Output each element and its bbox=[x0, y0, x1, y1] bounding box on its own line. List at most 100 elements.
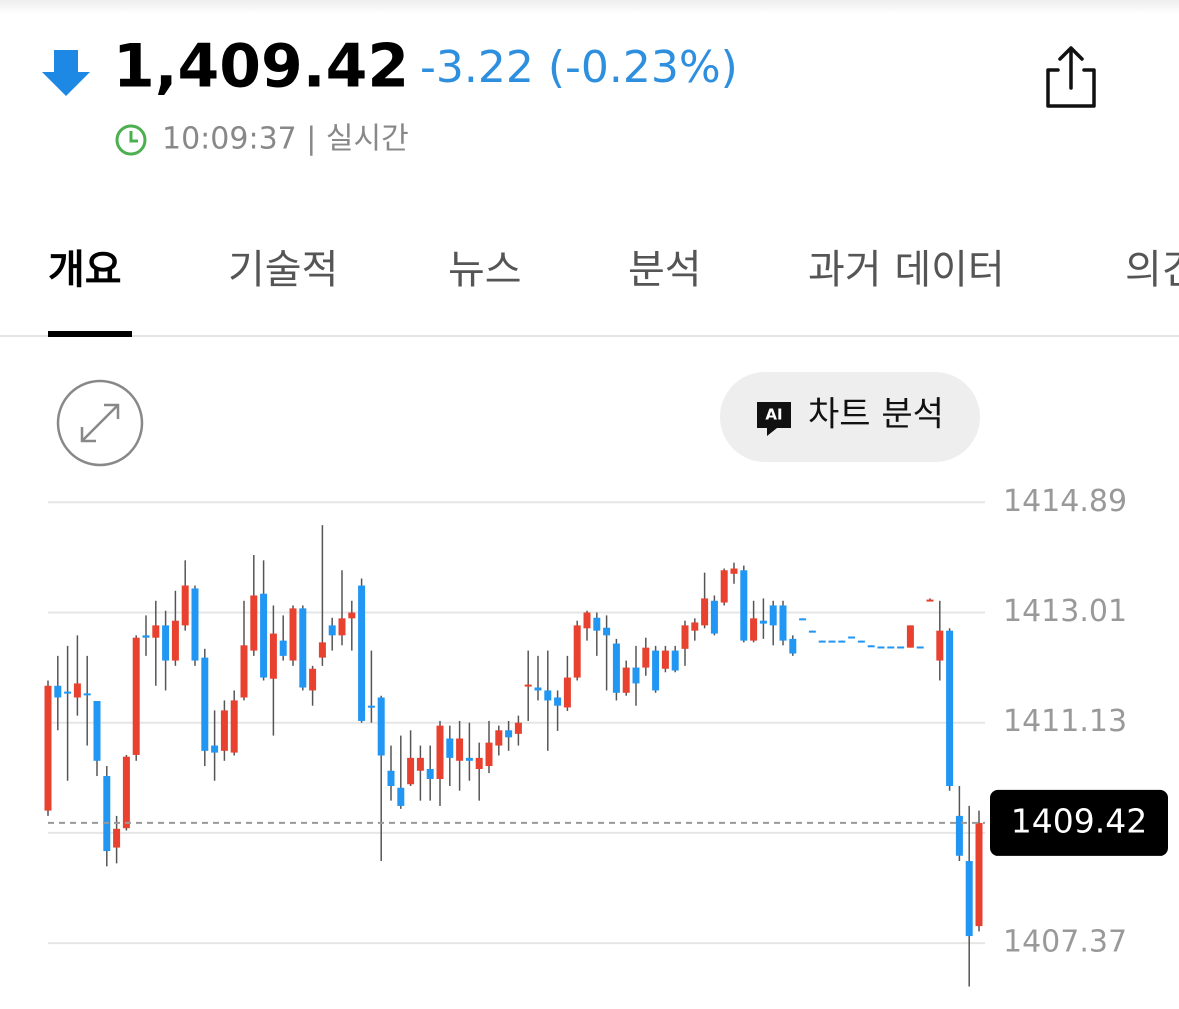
candle-body bbox=[789, 638, 797, 654]
candle-body bbox=[348, 612, 356, 619]
candle-body bbox=[632, 667, 640, 684]
y-tick-label: 1407.37 bbox=[1003, 925, 1127, 960]
candle-body bbox=[475, 757, 483, 769]
candle-body bbox=[54, 685, 62, 698]
candle-body bbox=[867, 645, 875, 648]
candle-body bbox=[622, 667, 630, 693]
candle-body bbox=[740, 570, 748, 641]
candle-body bbox=[848, 636, 856, 639]
candle-body bbox=[534, 687, 542, 691]
candle-body bbox=[318, 642, 326, 658]
candle-body bbox=[436, 725, 444, 779]
candle-body bbox=[299, 608, 307, 688]
tab[interactable]: 개요 bbox=[48, 247, 122, 293]
candle-body bbox=[250, 595, 258, 651]
candle-body bbox=[563, 677, 571, 708]
candle-body bbox=[514, 722, 522, 734]
candle-body bbox=[44, 685, 52, 811]
share-button[interactable] bbox=[1046, 46, 1096, 108]
expand-button[interactable] bbox=[56, 379, 144, 467]
candle-body bbox=[524, 684, 532, 687]
candle-body bbox=[936, 630, 944, 661]
candle-body bbox=[838, 640, 846, 643]
candle-body bbox=[426, 769, 434, 779]
candle-body bbox=[377, 697, 385, 756]
candle-body bbox=[279, 640, 287, 656]
candle-body bbox=[828, 640, 836, 643]
candle-body bbox=[681, 625, 689, 649]
candle-body bbox=[397, 787, 405, 806]
candle-body bbox=[465, 757, 473, 761]
candle-body bbox=[573, 625, 581, 678]
candle-body bbox=[691, 622, 699, 631]
candle-body bbox=[73, 683, 81, 698]
candle-body bbox=[113, 828, 121, 848]
y-tick-label: 1413.01 bbox=[1003, 594, 1127, 629]
candle-body bbox=[661, 650, 669, 669]
candle-body bbox=[485, 742, 493, 767]
candle-body bbox=[759, 620, 767, 624]
candle-body bbox=[730, 568, 738, 574]
candlestick-chart: 1407.371409.251411.131413.011414.891409.… bbox=[44, 484, 1168, 987]
candle-body bbox=[505, 730, 513, 738]
candle-body bbox=[201, 657, 209, 751]
tab[interactable]: 의견 bbox=[1125, 247, 1179, 293]
candle-body bbox=[269, 633, 277, 679]
tab-bar: 개요 기술적 뉴스 분석 과거 데이터 의견 bbox=[48, 247, 1179, 293]
candle-body bbox=[955, 815, 963, 856]
candle-body bbox=[720, 570, 728, 603]
candle-body bbox=[583, 612, 591, 629]
price-change: -3.22 (-0.23%) bbox=[420, 42, 738, 93]
candle-body bbox=[446, 738, 454, 758]
y-tick-label: 1414.89 bbox=[1003, 484, 1127, 519]
candle-body bbox=[211, 745, 219, 753]
candle-body bbox=[64, 691, 72, 694]
active-tab-indicator bbox=[48, 331, 132, 337]
candle-body bbox=[946, 630, 954, 786]
candle-body bbox=[671, 650, 679, 671]
candle-body bbox=[642, 647, 650, 668]
tab[interactable]: 기술적 bbox=[228, 247, 338, 293]
candle-body bbox=[965, 861, 973, 937]
candle-body bbox=[857, 640, 865, 643]
candle-body bbox=[593, 617, 601, 631]
candle-body bbox=[103, 776, 111, 852]
down-arrow-icon bbox=[42, 50, 90, 96]
candle-body bbox=[769, 605, 777, 626]
tab[interactable]: 과거 데이터 bbox=[808, 247, 1005, 293]
candle-body bbox=[338, 618, 346, 636]
candle-body bbox=[926, 599, 934, 602]
candle-body bbox=[779, 605, 787, 641]
button-bg bbox=[720, 372, 980, 462]
candle-body bbox=[877, 646, 885, 649]
price: 1,409.42 bbox=[113, 32, 409, 102]
last-price-tag bbox=[990, 789, 1168, 856]
candle-body bbox=[818, 640, 826, 643]
candle-body bbox=[808, 630, 816, 633]
ai-chart-button[interactable]: AI 차트 분석 bbox=[720, 372, 980, 462]
ai-badge bbox=[757, 402, 791, 436]
candle-body bbox=[358, 585, 366, 721]
candle-body bbox=[93, 701, 101, 761]
candle-body bbox=[897, 646, 905, 649]
candle-body bbox=[162, 625, 170, 661]
candle-body bbox=[456, 738, 464, 761]
candle-body bbox=[191, 588, 199, 661]
candle-body bbox=[554, 697, 562, 706]
ai-icon-text: AI bbox=[765, 406, 782, 424]
candle-body bbox=[407, 757, 415, 785]
y-tick-label: 1411.13 bbox=[1003, 704, 1127, 739]
time-label: 10:09:37 | 실시간 bbox=[162, 122, 409, 157]
clock-icon bbox=[115, 124, 147, 156]
candle-body bbox=[544, 690, 552, 701]
tab[interactable]: 분석 bbox=[628, 247, 702, 293]
candle-body bbox=[906, 625, 914, 648]
candle-body bbox=[367, 705, 375, 708]
candle-body bbox=[289, 608, 297, 661]
candle-body bbox=[122, 756, 130, 829]
candle-body bbox=[230, 700, 238, 753]
tab[interactable]: 뉴스 bbox=[448, 247, 522, 293]
candle-body bbox=[387, 770, 395, 786]
candle-body bbox=[975, 822, 983, 927]
